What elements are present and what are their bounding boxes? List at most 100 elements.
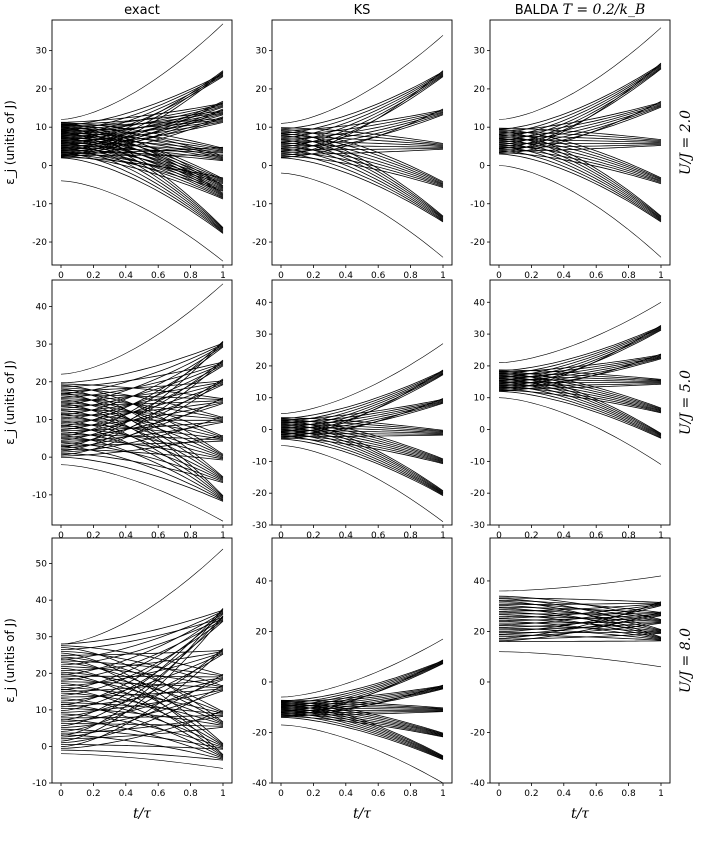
envelope-upper-line (60, 283, 224, 375)
x-tick-label: 1 (658, 531, 664, 541)
series-line (60, 395, 224, 456)
series-line (61, 142, 224, 153)
x-tick-label: 0.8 (403, 271, 418, 281)
series-line (60, 378, 224, 445)
series-line (498, 62, 662, 153)
series-line (498, 63, 662, 130)
series-line (60, 153, 224, 192)
x-tick-label: 1 (220, 271, 226, 281)
y-tick-label: 0 (261, 678, 267, 688)
y-axis-label-2: ε_j (unitis of J) (3, 618, 17, 703)
panel-1-1: -30 -20 -10 0 10 20 30 40 0 0.2 0.4 0.6 0.8 1 (252, 279, 453, 541)
y-tick-label: 0 (261, 426, 267, 436)
series-line (60, 618, 224, 666)
x-tick-label: 1 (440, 531, 446, 541)
x-tick-label: 0.4 (557, 531, 572, 541)
series-line (60, 681, 224, 689)
y-tick-label: 10 (36, 415, 48, 425)
series-line (60, 726, 224, 740)
series-line (280, 111, 444, 140)
series-line (61, 154, 224, 156)
y-tick-label: -20 (252, 728, 267, 738)
y-tick-label: 10 (256, 394, 268, 404)
y-tick-label: 40 (256, 298, 268, 308)
column-title-0: exact (124, 3, 160, 18)
series-line (60, 427, 224, 459)
series-line (60, 423, 224, 440)
x-tick-label: 0.6 (371, 531, 386, 541)
y-tick-label: 50 (36, 560, 48, 570)
series-line (60, 673, 224, 756)
y-tick-label: 0 (479, 426, 485, 436)
x-tick-label: 0.6 (371, 789, 386, 799)
y-tick-label: 30 (474, 47, 486, 57)
series-line (280, 112, 444, 145)
series-line (61, 149, 224, 162)
series-line (280, 684, 444, 718)
series-line (60, 71, 224, 152)
series-line (280, 108, 444, 158)
series-line (60, 381, 224, 402)
y-tick-label: 20 (256, 627, 268, 637)
series-line (60, 364, 224, 420)
y-tick-label: 40 (474, 298, 486, 308)
y-tick-label: 30 (474, 330, 486, 340)
y-tick-label: -20 (470, 489, 485, 499)
column-title-2: BALDA T = 0.2/k_B (515, 2, 646, 18)
envelope-upper-line (60, 548, 224, 645)
series-line (281, 140, 444, 147)
series-line (60, 612, 224, 691)
x-tick-label: 0.2 (86, 789, 100, 799)
envelope-lower-line (280, 445, 444, 523)
series-line (60, 109, 224, 156)
series-line (498, 325, 662, 372)
y-tick-label: -20 (470, 728, 485, 738)
panel-1-0: -10 0 10 20 30 40 0 0.2 0.4 0.6 0.8 1 (32, 279, 233, 541)
panel-lines (280, 35, 444, 258)
series-line (498, 604, 662, 626)
series-line (60, 73, 224, 126)
x-axis-label-1: t/τ (353, 806, 371, 822)
y-tick-label: 20 (36, 669, 48, 679)
y-tick-label: -30 (470, 521, 485, 531)
series-line (60, 615, 224, 727)
series-line (60, 692, 224, 725)
series-line (61, 744, 224, 750)
series-line (60, 76, 224, 142)
y-tick-label: 20 (36, 378, 48, 388)
envelope-upper-line (280, 35, 444, 124)
x-tick-label: 0.8 (621, 531, 636, 541)
series-line (280, 370, 444, 419)
panel-frame (51, 19, 233, 266)
series-line (60, 649, 224, 748)
series-line (60, 734, 224, 760)
y-tick-label: -10 (32, 779, 47, 789)
envelope-upper-line (498, 575, 662, 592)
series-line (280, 146, 444, 186)
series-line (280, 437, 444, 465)
series-line (60, 749, 224, 761)
series-line (498, 391, 662, 439)
series-line (60, 617, 224, 651)
series-line (60, 609, 224, 645)
envelope-lower-line (280, 724, 444, 783)
panel-lines (280, 343, 444, 523)
series-line (280, 110, 444, 136)
panel-1-2: -30 -20 -10 0 10 20 30 40 0 0.2 0.4 0.6 0.8 1 (470, 279, 671, 541)
x-tick-label: 0.8 (403, 789, 418, 799)
x-tick-label: 1 (658, 789, 664, 799)
series-line (60, 151, 224, 185)
x-tick-label: 0.6 (151, 789, 166, 799)
envelope-upper-line (280, 638, 444, 698)
series-line (60, 384, 224, 455)
series-line (60, 382, 224, 413)
column-title-text: BALDA (515, 3, 563, 18)
series-line (280, 371, 444, 423)
series-line (281, 145, 444, 148)
series-line (498, 601, 662, 639)
series-line (498, 634, 662, 641)
series-line (60, 146, 224, 184)
series-line (60, 666, 224, 688)
series-line (60, 117, 224, 158)
series-line (280, 71, 444, 130)
